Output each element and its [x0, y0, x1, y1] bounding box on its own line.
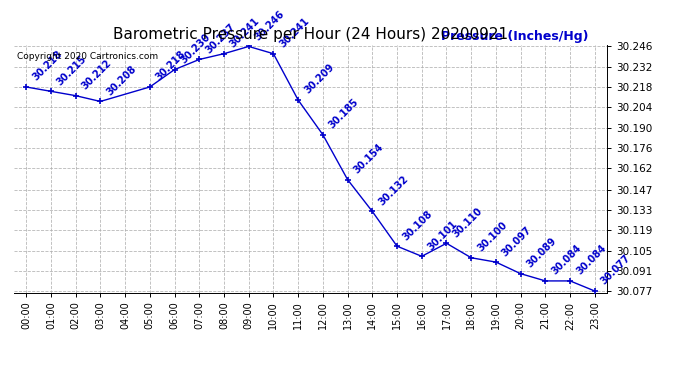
Title: Barometric Pressure per Hour (24 Hours) 20200921: Barometric Pressure per Hour (24 Hours) …	[113, 27, 508, 42]
Text: 30.246: 30.246	[253, 9, 286, 42]
Text: 30.084: 30.084	[574, 243, 608, 277]
Text: 30.077: 30.077	[599, 253, 633, 287]
Text: 30.241: 30.241	[277, 16, 311, 50]
Text: 30.209: 30.209	[302, 62, 336, 96]
Text: Copyright 2020 Cartronics.com: Copyright 2020 Cartronics.com	[17, 53, 158, 62]
Text: 30.101: 30.101	[426, 219, 460, 252]
Text: 30.154: 30.154	[352, 142, 385, 176]
Text: 30.185: 30.185	[327, 97, 361, 130]
Text: 30.212: 30.212	[80, 58, 113, 92]
Text: 30.218: 30.218	[154, 49, 188, 83]
Text: 30.100: 30.100	[475, 220, 509, 254]
Text: 30.230: 30.230	[179, 32, 213, 66]
Text: 30.084: 30.084	[549, 243, 583, 277]
Text: 30.218: 30.218	[30, 49, 64, 83]
Text: 30.215: 30.215	[55, 54, 88, 87]
Text: 30.089: 30.089	[525, 236, 558, 270]
Text: 30.208: 30.208	[104, 64, 138, 97]
Text: 30.097: 30.097	[500, 224, 533, 258]
Text: 30.237: 30.237	[204, 22, 237, 55]
Text: 30.108: 30.108	[401, 209, 435, 242]
Text: 30.132: 30.132	[377, 174, 410, 207]
Text: 30.110: 30.110	[451, 206, 484, 239]
Text: 30.241: 30.241	[228, 16, 262, 50]
Text: Pressure (Inches/Hg): Pressure (Inches/Hg)	[441, 30, 589, 42]
